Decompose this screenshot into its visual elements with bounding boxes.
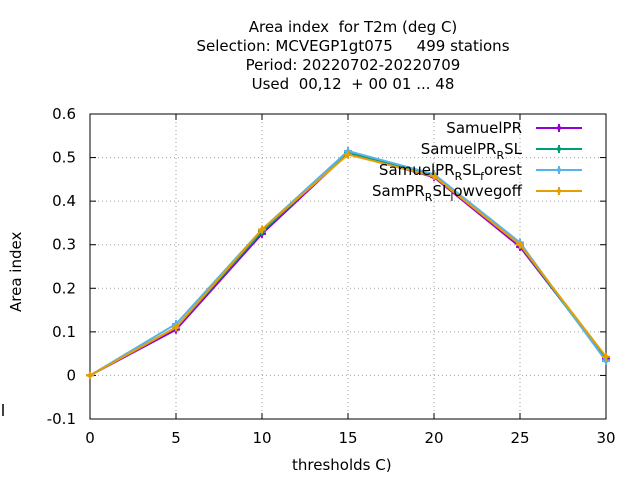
- legend-label-3: SamPRRSLlowvegoff: [372, 182, 523, 204]
- y-tick-label: 0.5: [52, 149, 76, 167]
- x-axis-label: thresholds C): [292, 456, 392, 474]
- y-tick-label: 0.2: [52, 279, 76, 297]
- legend-label-0: SamuelPR: [446, 119, 522, 137]
- y-tick-label: 0.1: [52, 323, 76, 341]
- y-tick-label: 0: [66, 366, 76, 384]
- x-tick-label: 10: [252, 429, 271, 447]
- x-tick-label: 5: [171, 429, 181, 447]
- chart-title-line-3: Period: 20220702-20220709: [245, 56, 461, 74]
- legend-marker-dot: [556, 167, 562, 173]
- y-tick-label: 0.6: [52, 105, 76, 123]
- data-point-dot: [259, 227, 265, 232]
- data-point-dot: [603, 358, 609, 364]
- data-point-dot: [603, 354, 609, 359]
- legend-label-2: SamuelPRRSLforest: [379, 161, 522, 183]
- legend-marker-dot: [556, 146, 562, 152]
- y-tick-label: -0.1: [47, 410, 76, 428]
- data-point-dot: [345, 152, 351, 157]
- legend-marker-dot: [556, 188, 562, 194]
- x-tick-label: 30: [596, 429, 615, 447]
- legend-label-1: SamuelPRRSL: [421, 140, 523, 162]
- x-tick-label: 25: [510, 429, 529, 447]
- chart-title-line-1: Area index for T2m (deg C): [248, 18, 458, 36]
- x-tick-label: 15: [338, 429, 357, 447]
- x-tick-label: 0: [85, 429, 95, 447]
- y-tick-label: 0.3: [52, 236, 76, 254]
- chart-title-line-2: Selection: MCVEGP1gt075 499 stations: [196, 37, 510, 55]
- chart-title-line-4: Used 00,12 + 00 01 ... 48: [251, 75, 455, 93]
- series-line-2: [89, 149, 607, 377]
- data-point-dot: [87, 373, 93, 378]
- series-line-1: [89, 151, 607, 377]
- y-tick-label: 0.4: [52, 192, 76, 210]
- data-point-dot: [517, 242, 523, 247]
- legend-marker-dot: [556, 125, 562, 131]
- x-tick-label: 20: [424, 429, 443, 447]
- data-point-dot: [431, 174, 437, 179]
- data-point-dot: [173, 325, 179, 330]
